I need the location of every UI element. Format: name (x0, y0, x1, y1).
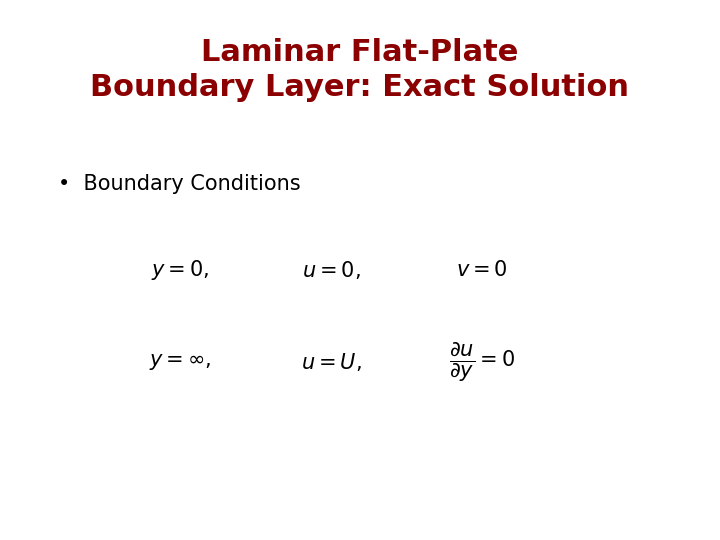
Text: $v = 0$: $v = 0$ (456, 260, 508, 280)
Text: $u = 0,$: $u = 0,$ (302, 259, 361, 281)
Text: $y = 0,$: $y = 0,$ (150, 258, 210, 282)
Text: $y = \infty,$: $y = \infty,$ (149, 352, 211, 372)
Text: •  Boundary Conditions: • Boundary Conditions (58, 173, 300, 194)
Text: $u = U,$: $u = U,$ (301, 351, 361, 373)
Text: $\dfrac{\partial u}{\partial y} = 0$: $\dfrac{\partial u}{\partial y} = 0$ (449, 340, 516, 383)
Text: Laminar Flat-Plate
Boundary Layer: Exact Solution: Laminar Flat-Plate Boundary Layer: Exact… (91, 38, 629, 102)
